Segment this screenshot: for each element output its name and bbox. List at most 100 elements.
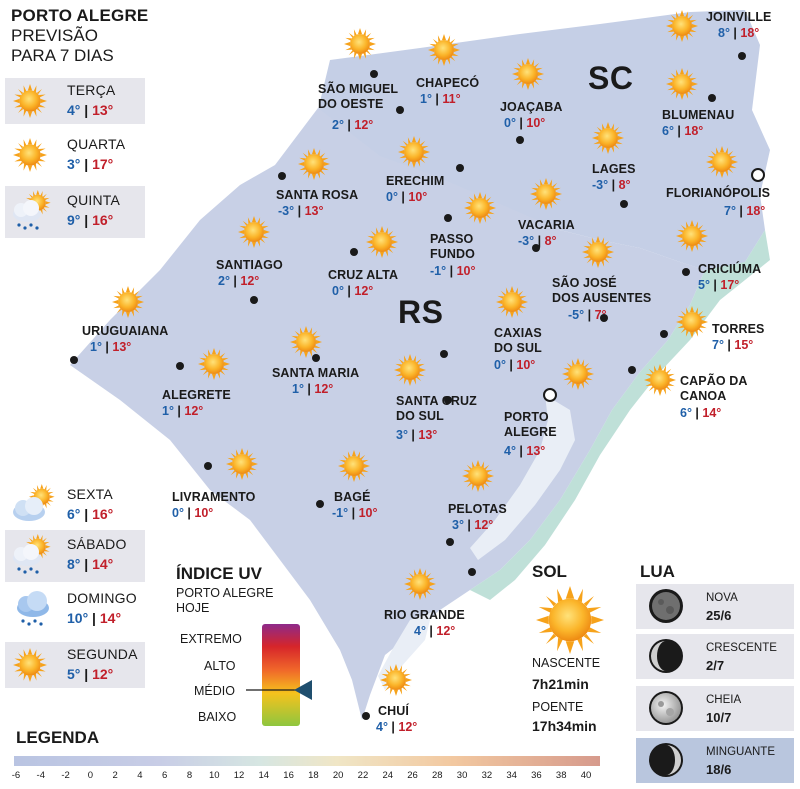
city-marker[interactable] — [628, 366, 636, 374]
city-marker[interactable] — [204, 462, 212, 470]
capital-marker[interactable] — [751, 168, 765, 182]
legend-tick-label: 22 — [357, 770, 369, 781]
sun-icon — [366, 226, 398, 258]
city-temps: -1° | 10° — [430, 264, 476, 278]
legend-title: LEGENDA — [16, 728, 100, 747]
city-marker[interactable] — [278, 172, 286, 180]
city-marker[interactable] — [660, 330, 668, 338]
city-marker[interactable] — [620, 200, 628, 208]
uv-level-label: BAIXO — [198, 710, 237, 724]
city-name: LIVRAMENTO — [172, 490, 256, 504]
last-quarter-moon-icon — [649, 743, 683, 777]
city-marker[interactable] — [444, 396, 452, 404]
forecast-day-temps: 9° | 16° — [67, 212, 114, 228]
city-temps: 5° | 17° — [698, 278, 740, 292]
city-temps: 2° | 12° — [218, 274, 260, 288]
moon-phase-label: MINGUANTE — [706, 746, 775, 758]
sunset-time: 17h34min — [532, 718, 597, 734]
city-temps: 3° | 12° — [452, 518, 494, 532]
legend-tick-label: 38 — [555, 770, 567, 781]
uv-subtitle: PORTO ALEGRE HOJE — [176, 586, 274, 615]
uv-level-label: EXTREMO — [180, 632, 242, 646]
moon-phase-date: 2/7 — [706, 658, 725, 673]
city-marker[interactable] — [444, 214, 452, 222]
forecast-day-name: DOMINGO — [67, 590, 137, 606]
legend-tick-label: 34 — [506, 770, 517, 781]
city-name: CHAPECÓ — [416, 76, 480, 90]
sun-icon — [464, 192, 496, 224]
uv-title: ÍNDICE UV — [176, 564, 262, 583]
moon-phase: NOVA 25/6 — [636, 584, 794, 629]
legend-tick-label: -2 — [61, 770, 70, 781]
city-temps: 8° | 18° — [718, 26, 760, 40]
page-title: PORTO ALEGRE — [11, 6, 149, 25]
first-quarter-moon-icon — [649, 639, 683, 673]
city-marker[interactable] — [738, 52, 746, 60]
sun-icon — [13, 648, 47, 682]
moon-phase-label: CHEIA — [706, 694, 742, 706]
forecast-day-name: SEGUNDA — [67, 646, 138, 662]
city-marker[interactable] — [176, 362, 184, 370]
city-name: CAPÃO DA CANOA — [680, 374, 748, 403]
city-temps: 0° | 10° — [494, 358, 536, 372]
city-name: PELOTAS — [448, 502, 507, 516]
city-name: LAGES — [592, 162, 636, 176]
legend-tick-label: 16 — [283, 770, 294, 781]
sunrise-time: 7h21min — [532, 676, 589, 692]
legend-tick-label: 2 — [112, 770, 118, 781]
forecast-day: QUARTA 3° | 17° — [5, 132, 145, 178]
sun-icon — [562, 358, 594, 390]
city-name: SÃO MIGUEL DO OESTE — [318, 82, 399, 111]
city-name: BAGÉ — [334, 490, 371, 504]
city-marker[interactable] — [250, 296, 258, 304]
city-marker[interactable] — [682, 268, 690, 276]
city-name: ERECHIM — [386, 174, 445, 188]
forecast-day: SEXTA 6° | 16° — [5, 482, 145, 528]
sun-icon — [344, 28, 376, 60]
forecast-day-name: SEXTA — [67, 486, 113, 502]
city-temps: 7° | 15° — [712, 338, 754, 352]
city-marker[interactable] — [468, 568, 476, 576]
city-marker[interactable] — [70, 356, 78, 364]
city-marker[interactable] — [350, 248, 358, 256]
city-marker[interactable] — [600, 314, 608, 322]
sc-state-shape — [318, 10, 770, 275]
city-marker[interactable] — [532, 244, 540, 252]
city-marker[interactable] — [440, 350, 448, 358]
city-temps: 4° | 13° — [504, 444, 546, 458]
capital-marker[interactable] — [543, 388, 557, 402]
forecast-day-name: TERÇA — [67, 82, 116, 98]
city-marker[interactable] — [396, 106, 404, 114]
city-marker[interactable] — [708, 94, 716, 102]
legend-tick-label: 28 — [432, 770, 443, 781]
uv-level-label: ALTO — [204, 659, 236, 673]
forecast-day-temps: 4° | 13° — [67, 102, 114, 118]
city-marker[interactable] — [370, 70, 378, 78]
legend-tick-label: -4 — [36, 770, 45, 781]
city-temps: 0° | 10° — [504, 116, 546, 130]
city-temps: 4° | 12° — [376, 720, 418, 734]
sun-icon — [706, 146, 738, 178]
city-temps: 7° | 18° — [724, 204, 766, 218]
city-marker[interactable] — [516, 136, 524, 144]
forecast-day: SÁBADO 8° | 14° — [5, 530, 145, 582]
city-name: CRICIÚMA — [698, 262, 762, 276]
city-marker[interactable] — [456, 164, 464, 172]
city-marker[interactable] — [312, 354, 320, 362]
city-temps: 1° | 11° — [420, 92, 461, 106]
forecast-day-temps: 6° | 16° — [67, 506, 114, 522]
moon-phase: CRESCENTE 2/7 — [636, 634, 794, 679]
sun-icon — [512, 58, 544, 90]
city-marker[interactable] — [362, 712, 370, 720]
city-temps: 6° | 18° — [662, 124, 704, 138]
rain-cloud-icon — [17, 591, 49, 626]
sun-icon — [13, 84, 47, 118]
rs-state-shape — [70, 108, 705, 720]
legend-tick-label: 4 — [137, 770, 143, 781]
city-marker[interactable] — [446, 538, 454, 546]
forecast-day-name: SÁBADO — [67, 536, 127, 552]
legend-tick-label: 0 — [87, 770, 93, 781]
city-name: SANTA ROSA — [276, 188, 359, 202]
sun-icon — [338, 450, 370, 482]
city-marker[interactable] — [316, 500, 324, 508]
